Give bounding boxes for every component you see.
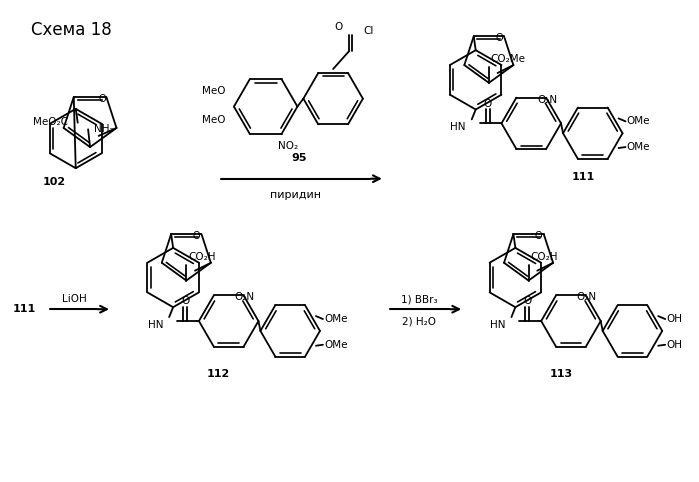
- Text: MeO₂C: MeO₂C: [34, 118, 69, 127]
- Text: MeO: MeO: [203, 115, 226, 125]
- Text: O₂N: O₂N: [577, 292, 597, 302]
- Text: O: O: [193, 231, 201, 241]
- Text: 2) H₂O: 2) H₂O: [403, 316, 436, 326]
- Text: Схема 18: Схема 18: [31, 21, 111, 39]
- Text: O: O: [335, 23, 343, 32]
- Text: 112: 112: [207, 369, 231, 379]
- Text: NH₂: NH₂: [94, 124, 113, 134]
- Text: 95: 95: [291, 153, 307, 163]
- Text: CO₂H: CO₂H: [531, 252, 558, 262]
- Text: OMe: OMe: [324, 314, 347, 324]
- Text: OH: OH: [666, 314, 682, 324]
- Text: OMe: OMe: [324, 340, 347, 350]
- Text: O: O: [181, 296, 189, 306]
- Text: O₂N: O₂N: [537, 94, 557, 105]
- Text: O₂N: O₂N: [234, 292, 254, 302]
- Text: HN: HN: [147, 320, 163, 330]
- Text: HN: HN: [450, 122, 466, 132]
- Text: NO₂: NO₂: [278, 141, 298, 151]
- Text: OMe: OMe: [626, 116, 650, 126]
- Text: OMe: OMe: [626, 142, 650, 152]
- Text: 1) BBr₃: 1) BBr₃: [401, 295, 438, 304]
- Text: CO₂H: CO₂H: [188, 252, 216, 262]
- Text: LiOH: LiOH: [62, 295, 87, 304]
- Text: CO₂Me: CO₂Me: [491, 54, 526, 64]
- Text: HN: HN: [490, 320, 505, 330]
- Text: Cl: Cl: [363, 27, 373, 37]
- Text: O: O: [99, 94, 106, 104]
- Text: O: O: [523, 296, 531, 306]
- Text: O: O: [484, 98, 491, 108]
- Text: O: O: [535, 231, 542, 241]
- Text: 102: 102: [43, 177, 66, 187]
- Text: O: O: [496, 33, 503, 43]
- Text: MeO: MeO: [203, 86, 226, 96]
- Text: OH: OH: [666, 340, 682, 350]
- Text: 113: 113: [549, 369, 572, 379]
- Text: 111: 111: [13, 304, 36, 314]
- Text: 111: 111: [571, 172, 594, 182]
- Text: пиридин: пиридин: [270, 189, 321, 200]
